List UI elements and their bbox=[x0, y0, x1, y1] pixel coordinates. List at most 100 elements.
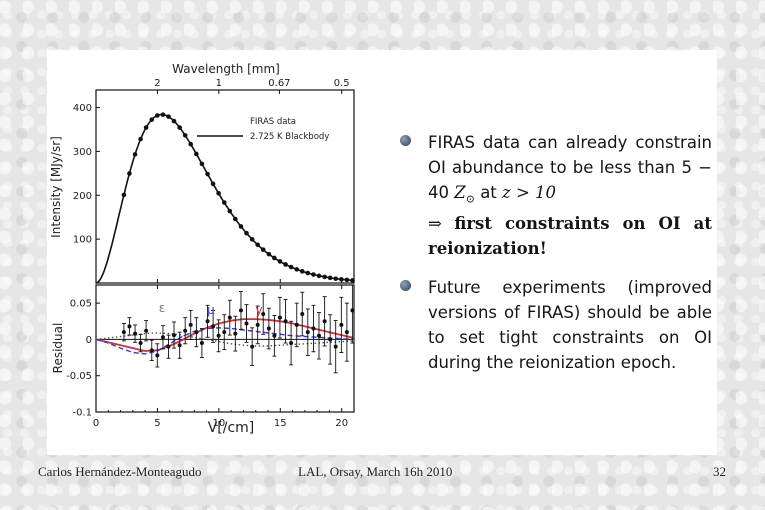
firas-data-point bbox=[350, 278, 355, 283]
residual-point bbox=[328, 337, 333, 342]
firas-data-point bbox=[322, 274, 327, 280]
footer-venue: LAL, Orsay, March 16h 2010 bbox=[298, 464, 453, 479]
firas-data-point bbox=[305, 270, 311, 276]
bullet-dot-icon bbox=[400, 135, 411, 146]
model-curve-epsilon bbox=[95, 332, 355, 347]
residual-point bbox=[149, 348, 154, 353]
firas-data-point bbox=[233, 216, 238, 222]
x-tick-label: 0 bbox=[93, 418, 99, 429]
firas-data-point bbox=[311, 272, 316, 277]
axis-labels: Intensity [MJy/sr] Residual V[/cm] bbox=[49, 136, 254, 435]
firas-data-point bbox=[255, 242, 260, 248]
top-plot-frame bbox=[95, 89, 355, 284]
firas-data-point bbox=[210, 181, 216, 187]
firas-data-point bbox=[143, 125, 149, 130]
residual-point bbox=[261, 312, 266, 317]
firas-data-point bbox=[138, 136, 143, 142]
firas-data-point bbox=[339, 277, 344, 282]
residual-point bbox=[183, 328, 188, 333]
residual-point bbox=[233, 331, 238, 336]
residual-point bbox=[344, 330, 349, 335]
residual-point bbox=[177, 343, 182, 348]
residual-point bbox=[316, 333, 321, 338]
residual-point bbox=[238, 308, 243, 313]
firas-data-point bbox=[216, 191, 221, 196]
firas-data-point bbox=[344, 277, 350, 283]
firas-data-point bbox=[182, 133, 188, 138]
firas-data-point bbox=[244, 230, 249, 236]
firas-data-point bbox=[188, 141, 194, 147]
bullet-list: FIRAS data can already constrain OI abun… bbox=[400, 130, 712, 375]
firas-data-point bbox=[288, 264, 294, 270]
wavelength-tick-label: 0.67 bbox=[268, 78, 290, 89]
residual-point bbox=[272, 333, 277, 338]
y-tick-label: 400 bbox=[73, 103, 92, 114]
firas-data-point bbox=[272, 255, 277, 261]
y-tick-label: 0 bbox=[86, 335, 92, 346]
residual-axis-label: Residual bbox=[51, 323, 65, 374]
bullet-text: Future experiments (improved versions of… bbox=[428, 278, 712, 373]
residual-point bbox=[160, 335, 165, 340]
residual-point bbox=[350, 308, 355, 313]
firas-data-point bbox=[333, 276, 338, 281]
residual-point bbox=[166, 344, 171, 349]
residual-point bbox=[300, 312, 305, 317]
residual-point bbox=[289, 341, 294, 346]
residual-point bbox=[250, 344, 255, 349]
solar-metallicity-symbol: Z⊙ bbox=[454, 183, 475, 205]
firas-data-point bbox=[205, 171, 210, 177]
model-curve-mu bbox=[95, 327, 355, 355]
firas-data-point bbox=[299, 269, 305, 274]
residual-point bbox=[172, 333, 177, 338]
bullet-bold-conclusion: first constraints on OI at reionization! bbox=[428, 214, 712, 259]
model-annotation: ε bbox=[159, 301, 166, 315]
redshift-condition: z > 10 bbox=[502, 183, 557, 202]
legend-label: FIRAS data bbox=[250, 117, 296, 127]
residual-point bbox=[144, 328, 149, 333]
bullet-firas-constraint: FIRAS data can already constrain OI abun… bbox=[400, 130, 712, 261]
z-symbol: Z bbox=[454, 183, 466, 202]
y-tick-label: -0.05 bbox=[66, 371, 92, 382]
footer-author: Carlos Hernández-Monteagudo bbox=[38, 464, 202, 479]
firas-data-point bbox=[166, 114, 171, 119]
intensity-axis-label: Intensity [MJy/sr] bbox=[49, 136, 63, 238]
at-word: at bbox=[480, 183, 497, 202]
residual-point bbox=[339, 322, 344, 327]
firas-data-point bbox=[171, 118, 177, 124]
residual-point bbox=[216, 333, 221, 338]
bottom-plot-frame bbox=[95, 284, 355, 413]
firas-data-point bbox=[177, 125, 182, 130]
x-tick-label: 15 bbox=[274, 418, 287, 429]
firas-data-point bbox=[121, 192, 127, 198]
legend-label: 2.725 K Blackbody bbox=[250, 132, 329, 142]
residual-point bbox=[211, 324, 216, 329]
residual-point bbox=[127, 324, 132, 329]
firas-data-point bbox=[266, 251, 272, 257]
implies-arrow: ⇒ bbox=[428, 214, 442, 234]
firas-data-point bbox=[149, 117, 155, 122]
residual-point bbox=[188, 322, 193, 327]
residual-point bbox=[311, 326, 316, 331]
residual-point bbox=[255, 322, 260, 327]
wavelength-tick-label: 2 bbox=[154, 78, 160, 89]
bullet-dot-icon bbox=[400, 280, 411, 292]
firas-data-point bbox=[155, 113, 160, 118]
y-tick-label: 100 bbox=[73, 235, 92, 246]
residual-point bbox=[277, 315, 282, 320]
residual-point bbox=[121, 330, 126, 335]
firas-data-point bbox=[227, 208, 233, 214]
spectrum-panel: 2 1 0.67 0.5 Wavelength [mm] 100 200 300 400 FIRA… bbox=[73, 62, 355, 284]
x-tick-label: 10 bbox=[212, 418, 225, 429]
firas-data-point bbox=[249, 237, 255, 242]
residual-point bbox=[199, 341, 204, 346]
residual-point bbox=[294, 322, 299, 327]
firas-data-point bbox=[127, 171, 132, 176]
residual-point bbox=[138, 341, 143, 346]
firas-data-point bbox=[199, 161, 205, 167]
residual-point bbox=[155, 353, 160, 358]
footer-page-number: 32 bbox=[713, 464, 726, 479]
y-tick-label: 200 bbox=[73, 191, 92, 202]
residual-panel: 0 5 10 15 20 -0.1 -0.05 0 0.05 ε μ y bbox=[66, 284, 355, 429]
firas-data-point bbox=[283, 262, 288, 267]
